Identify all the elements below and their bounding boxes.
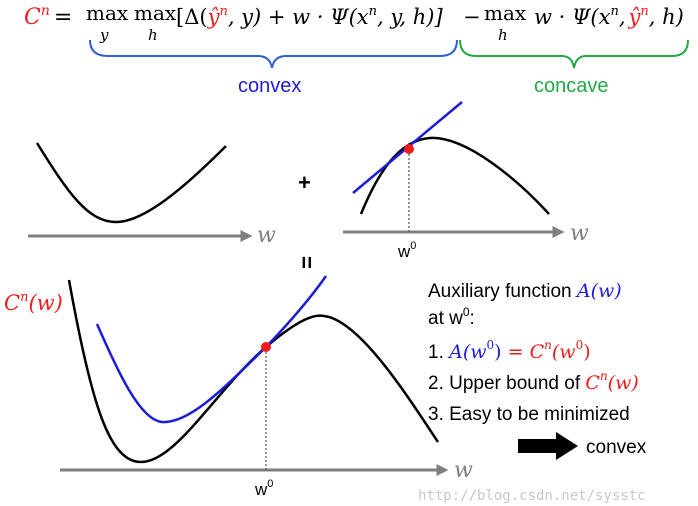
aux-line-3-eq: =	[502, 341, 530, 363]
aux-line-4-c: C	[585, 372, 600, 394]
max-y-operator: max	[86, 1, 129, 25]
max-h2-subscript: h	[498, 26, 508, 44]
equals-sign: =	[294, 256, 319, 269]
concave-term: w · Ψ(xn, ŷn, h)	[534, 4, 684, 29]
auxiliary-blue-curve	[95, 275, 328, 424]
combined-plot: Cn(w) w w0	[4, 275, 473, 499]
cn-w-label: Cn(w)	[4, 290, 63, 315]
aux-line-4-c-arg: (w)	[608, 372, 639, 394]
auxiliary-text-block: Auxiliary function A(w) at w0: 1. A(w0) …	[428, 280, 647, 460]
cn-w-arg: (w)	[28, 291, 62, 315]
max-y-subscript: y	[99, 26, 109, 44]
aux-line-3-a: A(w	[447, 341, 486, 363]
term2-close: , h)	[649, 5, 684, 29]
aux-line-4: 2. Upper bound of Cn(w)	[428, 369, 639, 394]
concave-w0-base: w	[397, 242, 411, 261]
concave-plot-axis-label: w	[570, 221, 589, 246]
aux-line-3-a-sup: 0	[487, 338, 495, 352]
term2-sep: ,	[619, 5, 626, 29]
aux-line-2-suffix: :	[470, 308, 475, 329]
equation-cn-superscript: n	[41, 3, 50, 19]
term2-open: w · Ψ(x	[534, 5, 611, 29]
convex-plot-axis-label: w	[257, 223, 276, 248]
aux-line-3-c-arg-close: )	[583, 341, 590, 363]
cn-w-symbol: C	[4, 291, 20, 315]
aux-line-3-a-close: )	[494, 341, 501, 363]
combined-w0-sup: 0	[267, 478, 273, 490]
aux-line-1-func: A(w)	[575, 280, 622, 302]
minus-sign: −	[463, 5, 481, 29]
term1-xsup: n	[369, 4, 377, 19]
combined-plot-axis-label: w	[454, 458, 473, 483]
term1-yhat: ŷ	[207, 5, 221, 29]
aux-line-3: 1. A(w0) = Cn(w0)	[428, 338, 591, 363]
term2-yhat-sup: n	[640, 4, 648, 19]
max-h-subscript: h	[148, 26, 158, 44]
aux-line-5: 3. Easy to be minimized	[428, 404, 630, 425]
concave-w0-label: w0	[397, 240, 416, 261]
term1-open: [Δ(	[176, 5, 208, 29]
convex-label: convex	[238, 75, 301, 97]
concave-tangent-point	[404, 144, 414, 154]
plus-sign: +	[298, 170, 311, 195]
concave-brace	[459, 39, 689, 69]
cn-black-curve	[67, 279, 440, 464]
aux-line-3-c-arg-open: (w	[552, 341, 576, 363]
combined-tangent-point	[261, 342, 271, 352]
convex-term: [Δ(ŷn, y) + w · Ψ(xn, y, h)]	[176, 4, 443, 29]
term1-mid: , y) + w · Ψ(x	[228, 5, 369, 29]
aux-line-3-c-arg-sup: 0	[576, 338, 584, 352]
concave-label: concave	[534, 75, 609, 97]
aux-line-1-prefix: Auxiliary function	[428, 281, 577, 302]
convex-plot: w	[28, 142, 276, 248]
arrow-convex-label: convex	[586, 437, 647, 458]
equation-text: Cn =	[24, 3, 72, 30]
concave-plot: w w0	[343, 101, 589, 261]
objective-equation: Cn = max y max h [Δ(ŷn, y) + w · Ψ(xn, y,…	[24, 1, 684, 44]
aux-line-3-c: C	[530, 341, 545, 363]
equation-eq-sign: =	[54, 5, 72, 30]
convex-brace	[89, 39, 458, 69]
aux-line-3-num: 1.	[428, 342, 449, 363]
right-arrow-icon	[518, 432, 578, 460]
aux-line-2-prefix: at w	[428, 308, 463, 329]
cn-w-sup: n	[20, 290, 28, 305]
aux-line-4-c-sup: n	[600, 369, 608, 383]
watermark: http://blog.csdn.net/sysstc	[418, 488, 646, 504]
term2-yhat: ŷ	[628, 5, 642, 29]
concave-w0-sup: 0	[410, 240, 416, 252]
aux-line-3-c-sup: n	[544, 338, 552, 352]
aux-line-2-sup: 0	[463, 305, 470, 319]
combined-w0-label: w0	[254, 478, 273, 499]
aux-line-2: at w0:	[428, 305, 475, 329]
equation-cn-symbol: C	[24, 5, 41, 30]
term2-xsup: n	[610, 4, 618, 19]
combined-w0-base: w	[254, 480, 268, 499]
aux-line-1: Auxiliary function A(w)	[428, 280, 622, 302]
term1-close: , y, h)]	[377, 5, 443, 29]
max-h-operator: max	[134, 1, 177, 25]
concave-curve	[359, 136, 550, 215]
max-h2-operator: max	[484, 1, 527, 25]
aux-line-4-prefix: 2. Upper bound of	[428, 373, 585, 394]
convex-curve	[35, 142, 227, 224]
term1-yhat-sup: n	[219, 4, 227, 19]
